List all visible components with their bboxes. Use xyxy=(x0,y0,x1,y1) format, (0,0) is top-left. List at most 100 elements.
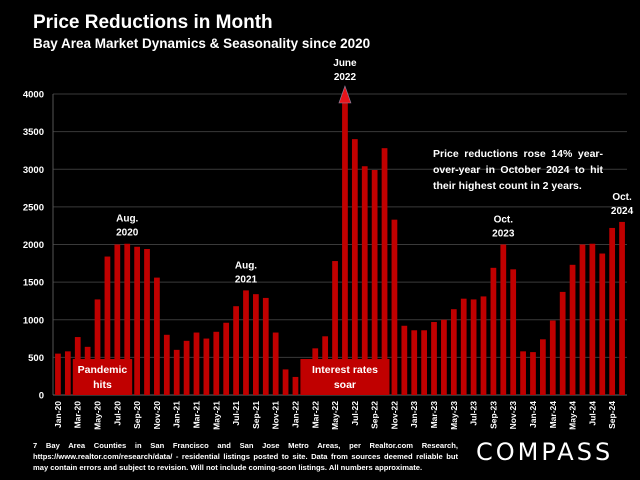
annotation-label: 2023 xyxy=(492,229,515,240)
bar-Sep-24 xyxy=(609,227,616,395)
x-tick-label: Jan-24 xyxy=(528,401,538,428)
bar-Jan-21 xyxy=(173,349,180,395)
x-tick-label: Jul-24 xyxy=(587,401,597,426)
bar-May-21 xyxy=(213,331,220,395)
bar-Sep-20 xyxy=(134,246,140,395)
bar-Sep-21 xyxy=(253,294,259,395)
annotation-label: Oct. xyxy=(612,192,632,203)
bar-Nov-23 xyxy=(510,269,517,395)
x-tick-label: Mar-21 xyxy=(192,401,202,429)
bar-Aug-24 xyxy=(599,253,606,395)
bar-Aug-20 xyxy=(124,243,131,395)
bar-Apr-23 xyxy=(441,319,447,395)
annotation-label: 2020 xyxy=(116,228,139,239)
y-tick-label: 3500 xyxy=(23,127,44,138)
event-box xyxy=(300,359,390,395)
bar-Sep-22 xyxy=(371,170,378,395)
bar-Dec-23 xyxy=(520,351,526,395)
x-tick-label: Jan-21 xyxy=(172,401,182,428)
annotation-label: Aug. xyxy=(116,214,138,225)
bar-Aug-22 xyxy=(361,166,368,395)
annotation-label: Aug. xyxy=(235,260,257,271)
x-tick-label: Mar-23 xyxy=(429,401,439,429)
y-tick-label: 3000 xyxy=(23,165,44,176)
bar-Oct-24 xyxy=(619,221,625,395)
x-tick-label: Nov-23 xyxy=(508,401,518,430)
bar-Mar-23 xyxy=(431,322,437,395)
bar-May-22 xyxy=(332,261,338,395)
bar-Jul-24 xyxy=(589,243,596,395)
bar-Jul-20 xyxy=(114,244,121,395)
bar-Oct-20 xyxy=(144,249,150,395)
x-tick-label: Jul-22 xyxy=(350,401,360,426)
event-label: hits xyxy=(93,379,112,391)
arrow-up-icon xyxy=(338,85,352,104)
bar-Jan-22 xyxy=(292,376,299,395)
x-tick-label: Nov-20 xyxy=(152,401,162,430)
bar-Jul-22 xyxy=(351,139,358,395)
x-tick-label: May-23 xyxy=(449,401,459,430)
bar-Jun-23 xyxy=(460,298,467,395)
x-tick-label: May-20 xyxy=(93,401,103,430)
x-tick-label: May-22 xyxy=(330,401,340,430)
x-tick-label: Sep-22 xyxy=(370,401,380,429)
bar-May-20 xyxy=(94,299,101,395)
x-tick-label: Jan-20 xyxy=(53,401,63,428)
x-tick-label: Jul-20 xyxy=(112,401,122,426)
bar-Feb-21 xyxy=(183,340,190,395)
bar-Mar-24 xyxy=(549,320,556,395)
x-tick-label: Sep-24 xyxy=(607,401,617,429)
bar-Oct-21 xyxy=(262,297,269,395)
x-tick-label: Jul-21 xyxy=(231,401,241,426)
event-label: Interest rates xyxy=(312,364,378,376)
bar-Nov-21 xyxy=(272,332,279,395)
bar-Oct-22 xyxy=(381,148,388,395)
x-tick-label: Nov-22 xyxy=(389,401,399,430)
chart-subtitle: Bay Area Market Dynamics & Seasonality s… xyxy=(33,36,371,51)
bar-Dec-21 xyxy=(282,369,289,395)
x-tick-label: Mar-20 xyxy=(73,401,83,429)
x-tick-label: May-24 xyxy=(568,401,578,430)
bar-Sep-23 xyxy=(490,267,497,395)
bar-May-24 xyxy=(569,264,576,395)
bar-Feb-24 xyxy=(540,339,546,395)
bar-Apr-24 xyxy=(559,291,566,395)
x-tick-label: Sep-20 xyxy=(132,401,142,429)
bar-Jan-20 xyxy=(55,353,61,395)
x-tick-label: Mar-22 xyxy=(310,401,320,429)
y-tick-label: 4000 xyxy=(23,90,44,101)
x-tick-label: Sep-21 xyxy=(251,401,261,429)
y-tick-label: 2500 xyxy=(23,202,44,213)
annotation-label: Oct. xyxy=(494,215,514,226)
bar-Jan-24 xyxy=(530,352,536,395)
y-tick-label: 0 xyxy=(39,391,44,402)
bar-Aug-21 xyxy=(243,290,249,395)
compass-logo: COMPASS xyxy=(476,438,614,466)
annotation-label: 2021 xyxy=(235,274,258,285)
x-tick-label: Jan-22 xyxy=(290,401,300,428)
bar-Aug-23 xyxy=(480,296,487,395)
y-tick-label: 500 xyxy=(28,353,44,364)
y-tick-label: 2000 xyxy=(23,240,44,251)
bar-Mar-21 xyxy=(193,332,200,395)
bar-Oct-23 xyxy=(500,244,507,395)
annotation-label: June xyxy=(333,58,357,69)
bar-Jul-21 xyxy=(233,306,239,395)
event-label: Pandemic xyxy=(78,364,128,376)
bar-Jun-22 xyxy=(342,101,348,396)
x-tick-label: Nov-21 xyxy=(271,401,281,430)
event-label: soar xyxy=(334,379,356,391)
footnote: 7 Bay Area Counties in San Francisco and… xyxy=(33,441,458,472)
x-tick-label: Mar-24 xyxy=(548,401,558,429)
x-tick-label: Sep-23 xyxy=(488,401,498,429)
y-tick-label: 1000 xyxy=(23,315,44,326)
chart-title: Price Reductions in Month xyxy=(33,12,273,33)
bar-Dec-22 xyxy=(401,325,408,395)
bar-Jun-24 xyxy=(579,244,586,395)
summary-note: Price reductions rose 14% year-over-year… xyxy=(433,148,603,192)
bar-Nov-22 xyxy=(391,219,398,395)
bar-Apr-21 xyxy=(203,338,210,395)
bar-Jun-20 xyxy=(104,256,111,395)
x-tick-label: Jan-23 xyxy=(409,401,419,428)
